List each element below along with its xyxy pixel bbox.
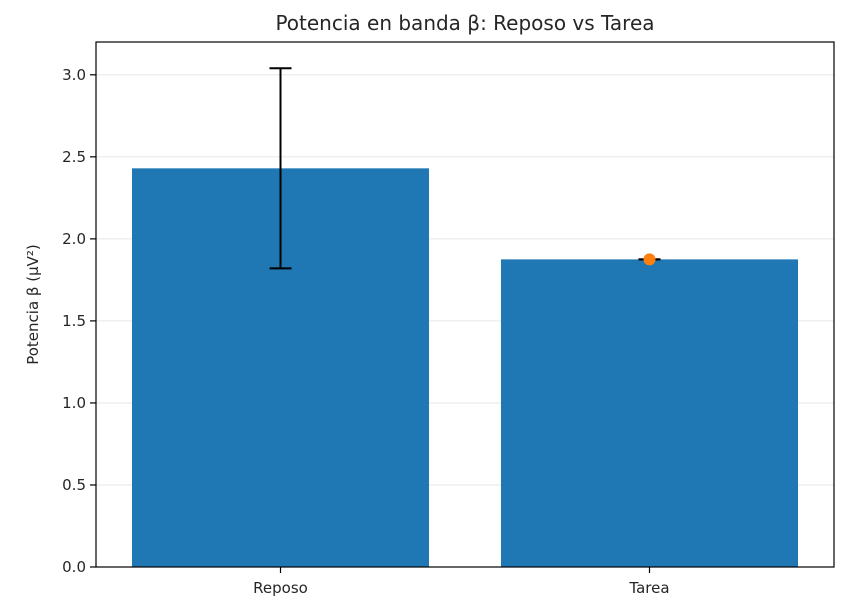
y-axis-label: Potencia β (µV²) bbox=[24, 244, 42, 365]
x-axis-ticks: Reposo Tarea bbox=[253, 567, 670, 597]
y-tick-label: 1.0 bbox=[62, 394, 86, 412]
x-tick-label: Reposo bbox=[253, 579, 308, 597]
bars bbox=[131, 168, 799, 567]
y-tick-label: 0.0 bbox=[62, 558, 86, 576]
x-tick-label: Tarea bbox=[628, 579, 669, 597]
data-point bbox=[643, 253, 656, 266]
plot-frame bbox=[95, 41, 835, 568]
bar-tarea bbox=[500, 259, 799, 567]
data-points bbox=[643, 253, 656, 266]
y-tick-label: 3.0 bbox=[62, 66, 86, 84]
chart-title: Potencia en banda β: Reposo vs Tarea bbox=[275, 11, 654, 35]
y-tick-label: 0.5 bbox=[62, 476, 86, 494]
y-tick-label: 1.5 bbox=[62, 312, 86, 330]
y-axis-ticks: 0.0 0.5 1.0 1.5 2.0 2.5 3.0 bbox=[62, 66, 96, 576]
y-tick-label: 2.0 bbox=[62, 230, 86, 248]
y-tick-label: 2.5 bbox=[62, 148, 86, 166]
